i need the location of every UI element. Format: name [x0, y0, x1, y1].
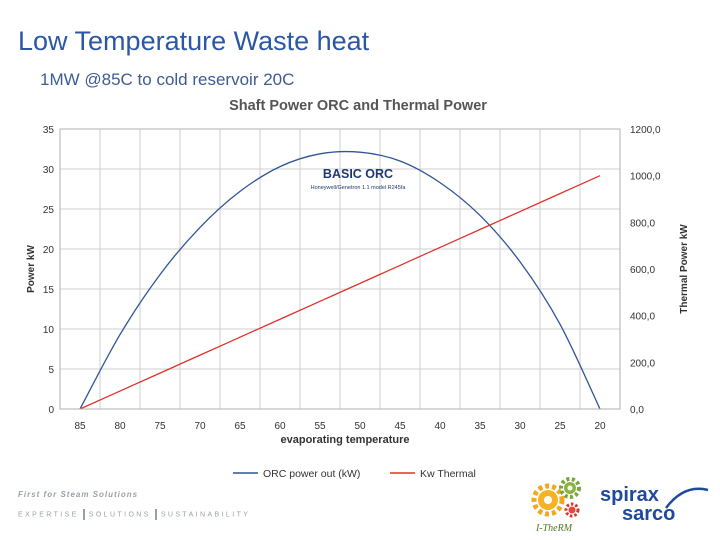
- swoosh-icon: [665, 487, 709, 509]
- y-tick-label: 10: [43, 325, 55, 336]
- chart-ticks: 0 5 10 15 20 25 30 35 0,0 200,0 400,0 600,0 800,0 100…: [43, 125, 661, 432]
- chart-legend: ORC power out (kW) Kw Thermal: [233, 468, 476, 480]
- x-tick-label: 60: [274, 421, 286, 432]
- plot-area-border: [59, 128, 621, 410]
- slide-title: Low Temperature Waste heat: [18, 26, 370, 56]
- value-solutions: SOLUTIONS: [88, 511, 151, 519]
- y2-tick-label: 1200,0: [630, 125, 661, 136]
- y-tick-label: 15: [43, 285, 55, 296]
- chart-series: [79, 150, 601, 410]
- slide-subtitle: 1MW @85C to cold reservoir 20C: [40, 70, 295, 89]
- x-tick-label: 85: [74, 421, 86, 432]
- spirax-sarco-logo: spirax sarco: [600, 484, 709, 522]
- value-expertise: EXPERTISE: [18, 511, 79, 519]
- y2-tick-label: 0,0: [630, 405, 644, 416]
- y-tick-label: 0: [48, 405, 54, 416]
- x-tick-label: 75: [154, 421, 166, 432]
- x-tick-label: 55: [314, 421, 326, 432]
- y2-tick-label: 200,0: [630, 358, 655, 369]
- y2-axis-label: Thermal Power kW: [679, 224, 690, 314]
- y2-tick-label: 800,0: [630, 218, 655, 229]
- large-gear-icon: [531, 483, 565, 517]
- legend-label: Kw Thermal: [420, 468, 476, 480]
- x-tick-label: 65: [234, 421, 246, 432]
- x-axis-label: evaporating temperature: [281, 434, 410, 446]
- x-tick-label: 35: [474, 421, 486, 432]
- small-gear-icon: [559, 477, 581, 499]
- annotation-title: BASIC ORC: [323, 167, 393, 181]
- y-tick-label: 5: [48, 365, 54, 376]
- value-sustainability: SUSTAINABILITY: [160, 511, 251, 519]
- values-bar: EXPERTISE SOLUTIONS SUSTAINABILITY: [18, 509, 250, 520]
- y-tick-label: 35: [43, 125, 55, 136]
- y2-tick-label: 600,0: [630, 265, 655, 276]
- legend-label: ORC power out (kW): [263, 468, 360, 480]
- separator: [82, 509, 85, 520]
- red-gear-icon: [564, 502, 580, 518]
- x-tick-label: 45: [394, 421, 406, 432]
- annotation-subtitle: Honeywell/Genetron 1.1 model R245fa: [311, 185, 407, 191]
- x-tick-label: 20: [594, 421, 606, 432]
- y-tick-label: 20: [43, 245, 55, 256]
- y-tick-label: 30: [43, 165, 55, 176]
- x-tick-label: 80: [114, 421, 126, 432]
- series-line-2: [79, 175, 601, 410]
- itherm-label: I-TheRM: [535, 523, 573, 534]
- x-tick-label: 70: [194, 421, 206, 432]
- y-axis-label: Power kW: [26, 245, 37, 293]
- chart-title: Shaft Power ORC and Thermal Power: [229, 98, 487, 114]
- x-tick-label: 40: [434, 421, 446, 432]
- spirax-logo-line2: sarco: [622, 503, 675, 522]
- x-tick-label: 30: [514, 421, 526, 432]
- series-line-1: [79, 150, 601, 410]
- y-tick-label: 25: [43, 205, 55, 216]
- tagline: First for Steam Solutions: [18, 490, 139, 499]
- x-tick-label: 25: [554, 421, 566, 432]
- spirax-logo-line1: spirax: [600, 484, 659, 506]
- itherm-logo: I-TheRM: [531, 477, 581, 534]
- y2-tick-label: 400,0: [630, 312, 655, 323]
- y2-tick-label: 1000,0: [630, 172, 661, 183]
- x-tick-label: 50: [354, 421, 366, 432]
- separator: [154, 509, 157, 520]
